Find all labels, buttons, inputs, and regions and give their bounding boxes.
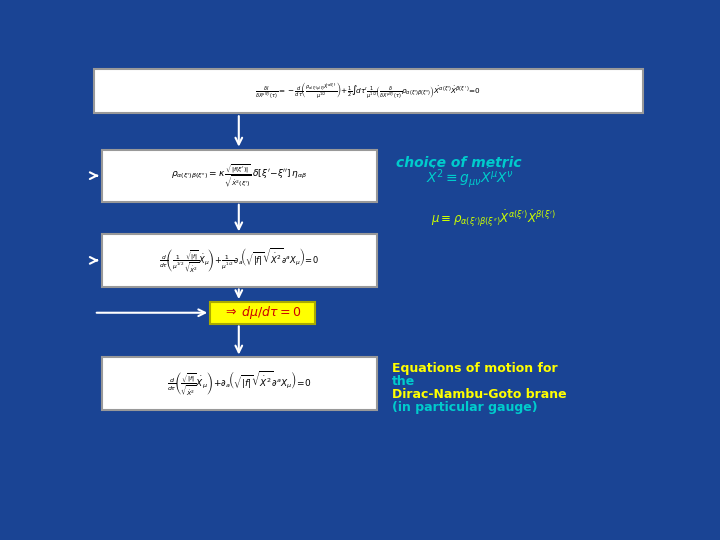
Text: Dirac-Nambu-Goto brane: Dirac-Nambu-Goto brane bbox=[392, 388, 567, 401]
Text: the: the bbox=[392, 375, 415, 388]
Text: choice of metric: choice of metric bbox=[396, 156, 522, 170]
Text: $\mu \equiv \rho_{\alpha(\xi')\beta(\xi'')}\dot{X}^{\alpha(\xi')}\dot{X}^{\beta(: $\mu \equiv \rho_{\alpha(\xi')\beta(\xi'… bbox=[431, 208, 555, 229]
FancyBboxPatch shape bbox=[94, 69, 642, 113]
Text: $\frac{d}{d\tau}\!\left(\frac{\sqrt{|f|}}{\sqrt{\dot{X}^2}}\dot{X}_{\mu}\right)\: $\frac{d}{d\tau}\!\left(\frac{\sqrt{|f|}… bbox=[167, 369, 311, 398]
FancyBboxPatch shape bbox=[102, 234, 377, 287]
FancyBboxPatch shape bbox=[102, 150, 377, 202]
Text: $\Rightarrow\; d\mu/d\tau = 0$: $\Rightarrow\; d\mu/d\tau = 0$ bbox=[223, 304, 302, 321]
Text: Equations of motion for: Equations of motion for bbox=[392, 362, 558, 375]
Text: (in particular gauge): (in particular gauge) bbox=[392, 401, 538, 414]
FancyBboxPatch shape bbox=[210, 302, 315, 323]
Text: $\rho_{\alpha(\xi')\beta(\xi'')} = \kappa\,\frac{\sqrt{|f(\xi')|}}{\sqrt{\dot{X}: $\rho_{\alpha(\xi')\beta(\xi'')} = \kapp… bbox=[171, 163, 307, 189]
FancyBboxPatch shape bbox=[102, 357, 377, 410]
Text: $\dot{X}^2 \equiv g_{\mu\nu}\dot{X}^\mu\dot{X}^\nu$: $\dot{X}^2 \equiv g_{\mu\nu}\dot{X}^\mu\… bbox=[426, 166, 513, 188]
Text: $\frac{d}{d\tau}\!\left(\frac{1}{\mu^{1/2}}\frac{\sqrt{|f|}}{\sqrt{\dot{X}^2}}\d: $\frac{d}{d\tau}\!\left(\frac{1}{\mu^{1/… bbox=[159, 246, 319, 275]
Text: $\frac{\delta I}{\delta X^{\mu(\xi)}(\tau)} = -\frac{d}{d\tau}\!\left(\frac{\rho: $\frac{\delta I}{\delta X^{\mu(\xi)}(\ta… bbox=[256, 81, 481, 101]
